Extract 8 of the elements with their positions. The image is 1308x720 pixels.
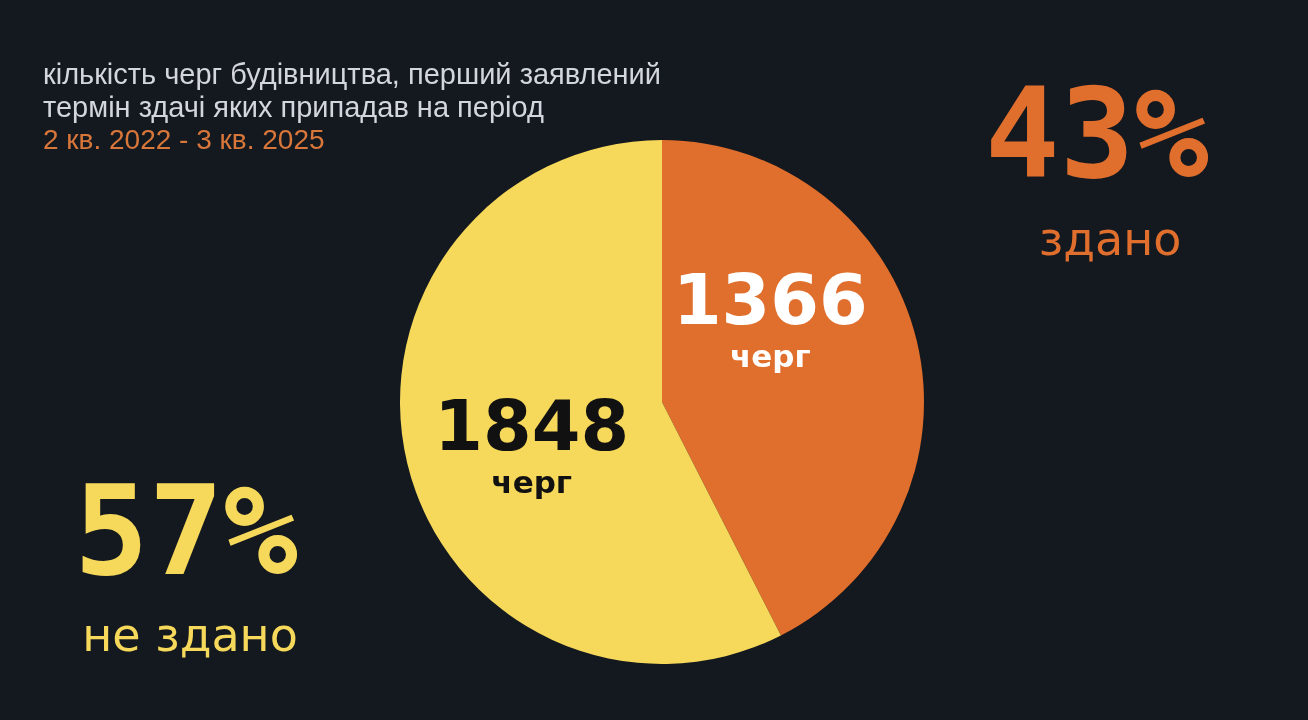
data-label: 1366 черг bbox=[672, 258, 868, 374]
chart-title: кількість черг будівництва, перший заявлений термін здачі яких припадав на період bbox=[43, 57, 661, 123]
text: 43% bbox=[985, 62, 1209, 206]
slice-label: здано bbox=[1038, 212, 1182, 266]
chart-subtitle: 2 кв. 2022 - 3 кв. 2025 bbox=[43, 124, 325, 155]
slice-label: не здано bbox=[82, 608, 298, 662]
text: 57% bbox=[74, 459, 298, 603]
data-label: 1848 черг bbox=[434, 385, 630, 501]
